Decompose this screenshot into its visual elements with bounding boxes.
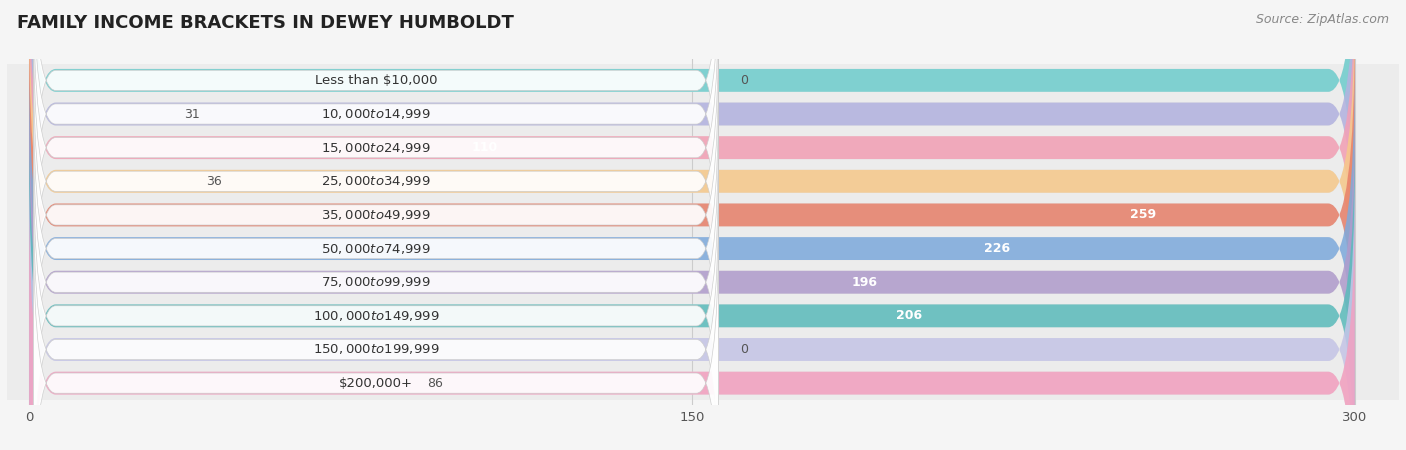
FancyBboxPatch shape <box>7 164 1399 198</box>
FancyBboxPatch shape <box>30 0 1355 271</box>
FancyBboxPatch shape <box>30 0 1355 338</box>
Text: $75,000 to $99,999: $75,000 to $99,999 <box>321 275 430 289</box>
FancyBboxPatch shape <box>34 225 718 450</box>
Text: $200,000+: $200,000+ <box>339 377 413 390</box>
FancyBboxPatch shape <box>30 126 1355 450</box>
FancyBboxPatch shape <box>34 0 718 306</box>
FancyBboxPatch shape <box>30 0 1355 271</box>
Text: $50,000 to $74,999: $50,000 to $74,999 <box>321 242 430 256</box>
Text: $15,000 to $24,999: $15,000 to $24,999 <box>321 141 430 155</box>
FancyBboxPatch shape <box>7 97 1399 131</box>
Text: 206: 206 <box>896 309 922 322</box>
FancyBboxPatch shape <box>30 24 1355 405</box>
Text: FAMILY INCOME BRACKETS IN DEWEY HUMBOLDT: FAMILY INCOME BRACKETS IN DEWEY HUMBOLDT <box>17 14 513 32</box>
FancyBboxPatch shape <box>30 159 1355 450</box>
Text: 196: 196 <box>852 276 877 289</box>
FancyBboxPatch shape <box>34 57 718 373</box>
Text: $35,000 to $49,999: $35,000 to $49,999 <box>321 208 430 222</box>
Text: 0: 0 <box>741 74 748 87</box>
Text: $100,000 to $149,999: $100,000 to $149,999 <box>312 309 439 323</box>
FancyBboxPatch shape <box>7 198 1399 232</box>
FancyBboxPatch shape <box>34 158 718 450</box>
FancyBboxPatch shape <box>7 333 1399 366</box>
Text: 36: 36 <box>205 175 222 188</box>
FancyBboxPatch shape <box>30 92 1355 450</box>
FancyBboxPatch shape <box>30 92 1355 450</box>
Text: 259: 259 <box>1130 208 1156 221</box>
Text: $25,000 to $34,999: $25,000 to $34,999 <box>321 174 430 188</box>
FancyBboxPatch shape <box>30 58 1355 439</box>
Text: 86: 86 <box>427 377 443 390</box>
FancyBboxPatch shape <box>34 23 718 339</box>
FancyBboxPatch shape <box>30 193 1355 450</box>
FancyBboxPatch shape <box>34 124 718 440</box>
FancyBboxPatch shape <box>7 366 1399 400</box>
Text: 110: 110 <box>471 141 498 154</box>
FancyBboxPatch shape <box>34 0 718 238</box>
FancyBboxPatch shape <box>30 0 1355 338</box>
FancyBboxPatch shape <box>30 0 1355 372</box>
FancyBboxPatch shape <box>34 90 718 407</box>
FancyBboxPatch shape <box>30 24 1355 405</box>
FancyBboxPatch shape <box>7 266 1399 299</box>
FancyBboxPatch shape <box>30 0 1355 304</box>
FancyBboxPatch shape <box>30 58 1355 439</box>
FancyBboxPatch shape <box>7 131 1399 164</box>
Text: 226: 226 <box>984 242 1010 255</box>
FancyBboxPatch shape <box>34 191 718 450</box>
FancyBboxPatch shape <box>30 0 1355 372</box>
Text: 31: 31 <box>184 108 200 121</box>
FancyBboxPatch shape <box>30 159 1355 450</box>
FancyBboxPatch shape <box>30 193 1355 450</box>
FancyBboxPatch shape <box>30 126 1355 450</box>
Text: $10,000 to $14,999: $10,000 to $14,999 <box>321 107 430 121</box>
FancyBboxPatch shape <box>34 0 718 272</box>
Text: 0: 0 <box>741 343 748 356</box>
FancyBboxPatch shape <box>7 299 1399 333</box>
Text: $150,000 to $199,999: $150,000 to $199,999 <box>312 342 439 356</box>
Text: Less than $10,000: Less than $10,000 <box>315 74 437 87</box>
FancyBboxPatch shape <box>7 63 1399 97</box>
Text: Source: ZipAtlas.com: Source: ZipAtlas.com <box>1256 14 1389 27</box>
FancyBboxPatch shape <box>7 232 1399 266</box>
FancyBboxPatch shape <box>30 0 1355 304</box>
